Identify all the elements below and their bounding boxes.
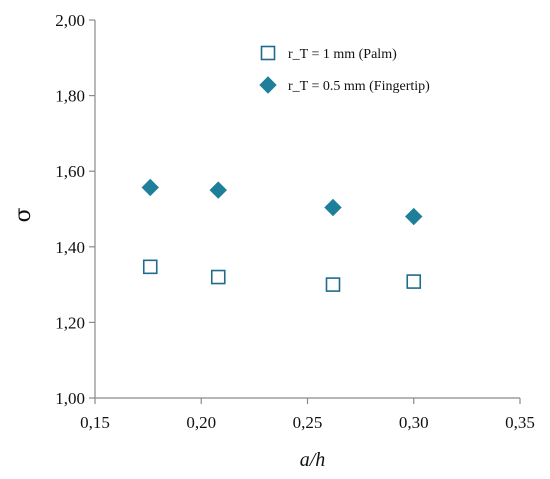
x-tick-label: 0,20: [186, 413, 216, 432]
axes: [94, 20, 520, 399]
y-axis-label: σ: [11, 207, 36, 222]
legend-entry-label: r_T = 1 mm (Palm): [288, 47, 397, 62]
y-tick-label: 2,00: [55, 11, 85, 30]
palm-point: [142, 259, 158, 275]
legend-marker: [259, 76, 277, 94]
fingertip-point: [209, 181, 227, 199]
fingertip-point: [141, 178, 159, 197]
y-tick-label: 1,40: [55, 238, 85, 257]
x-ticks: 0,15 0,20 0,25 0,30 0,35: [80, 398, 535, 432]
legend-entry-label: r_T = 0.5 mm (Fingertip): [288, 79, 430, 94]
y-tick-label: 1,60: [55, 162, 85, 181]
fingertip-point: [405, 207, 423, 226]
palm-point: [210, 269, 226, 285]
legend: r_T = 1 mm (Palm) r_T = 0.5 mm (Fingertip…: [259, 45, 430, 94]
palm-point: [406, 274, 422, 289]
data-points: [141, 178, 423, 292]
palm-point: [325, 277, 341, 292]
y-ticks: 1,00 1,20 1,40 1,60 1,80 2,00: [55, 11, 95, 408]
y-tick-label: 1,80: [55, 87, 85, 106]
y-tick-label: 1,00: [55, 389, 85, 408]
x-tick-label: 0,25: [293, 413, 323, 432]
x-tick-label: 0,15: [80, 413, 110, 432]
x-axis-label: a/h: [300, 449, 326, 471]
x-tick-label: 0,35: [505, 413, 535, 432]
legend-marker: [260, 45, 276, 61]
y-tick-label: 1,20: [55, 313, 85, 332]
fingertip-point: [324, 198, 342, 217]
x-tick-label: 0,30: [399, 413, 429, 432]
